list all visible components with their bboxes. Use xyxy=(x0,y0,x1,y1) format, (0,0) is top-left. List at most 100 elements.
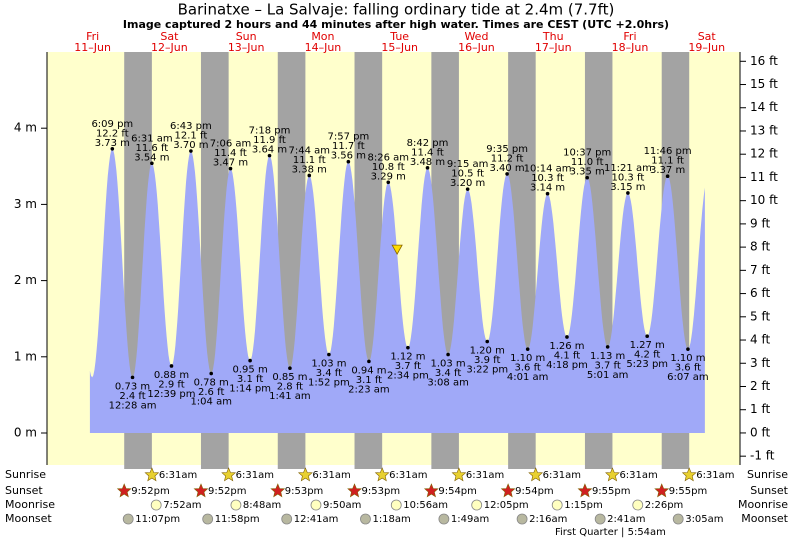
tide-point xyxy=(406,345,410,350)
sunset-icon xyxy=(577,483,593,498)
tide-label: 10.3 ft xyxy=(531,173,564,184)
sunset-time: 9:55pm xyxy=(592,486,631,497)
tide-label: 3:08 am xyxy=(427,378,469,389)
day-date: 14–Jun xyxy=(305,41,342,54)
tide-label: 0.73 m xyxy=(115,381,150,392)
tide-label: 7:18 pm xyxy=(249,126,291,137)
y2-tick-label: 14 ft xyxy=(750,100,778,114)
tide-label: 11.1 ft xyxy=(651,156,684,167)
y-tick-label: 1 m xyxy=(14,349,37,363)
moonset-icon xyxy=(202,513,214,525)
sunset-time: 9:53pm xyxy=(362,486,401,497)
night-band-lower xyxy=(431,465,459,469)
moonset-time: 2:16am xyxy=(529,514,567,525)
tide-point xyxy=(110,146,115,151)
tide-point xyxy=(228,166,233,171)
tide-label: 9:15 am xyxy=(447,159,489,170)
sunrise-icon xyxy=(528,467,544,482)
day-date: 16–Jun xyxy=(458,41,495,54)
tide-label: 4.1 ft xyxy=(554,350,580,361)
moonset-icon xyxy=(516,513,528,525)
sunrise-icon xyxy=(374,467,390,482)
y2-tick-label: 15 ft xyxy=(750,77,778,91)
y2-tick-label: 13 ft xyxy=(750,123,778,137)
night-band-lower xyxy=(277,465,306,469)
tide-point xyxy=(485,339,490,344)
tide-label: 3.35 m xyxy=(570,167,605,178)
y2-tick-label: 7 ft xyxy=(750,263,770,277)
sunset-icon xyxy=(500,483,516,498)
tide-point xyxy=(169,364,174,368)
moonrise-time: 7:52am xyxy=(163,500,201,511)
sunrise-icon xyxy=(221,467,237,482)
row-label: Moonset xyxy=(5,512,52,525)
tide-label: 3.70 m xyxy=(173,140,208,151)
row-label: Sunrise xyxy=(5,468,46,481)
tide-label: 1.03 m xyxy=(311,359,346,370)
tide-label: 5:23 pm xyxy=(626,359,668,370)
tide-label: 11.9 ft xyxy=(253,135,286,146)
tide-label: 11.4 ft xyxy=(214,148,247,159)
tide-label: 3.20 m xyxy=(450,178,485,189)
tide-label: 2.9 ft xyxy=(158,379,184,390)
tide-label: 3:22 pm xyxy=(466,365,508,376)
night-band-lower xyxy=(584,465,613,469)
tide-label: 5:01 am xyxy=(587,370,629,381)
tide-point xyxy=(346,159,351,164)
tide-area xyxy=(89,148,705,433)
moonrise-icon xyxy=(230,499,242,511)
tide-label: 4:01 am xyxy=(507,372,549,383)
tide-label: 11.4 ft xyxy=(411,147,444,158)
sunrise-time: 6:31am xyxy=(312,470,350,481)
day-name: Fri xyxy=(86,30,99,43)
tide-label: 3.64 m xyxy=(252,145,287,156)
tide-label: 3.37 m xyxy=(650,165,685,176)
tide-label: 6:43 pm xyxy=(170,121,212,132)
night-band-lower xyxy=(124,465,152,469)
moon-phase: First Quarter | 5:54am xyxy=(555,527,666,538)
moonrise-time: 12:05pm xyxy=(484,500,529,511)
tide-label: 3.15 m xyxy=(610,182,645,193)
day-date: 12–Jun xyxy=(151,41,188,54)
tide-label: 3.7 ft xyxy=(594,360,620,371)
moonset-time: 1:49am xyxy=(451,514,489,525)
tide-label: 10.8 ft xyxy=(372,162,405,173)
tide-label: 3.7 ft xyxy=(395,361,421,372)
tide-point xyxy=(307,173,312,178)
y2-tick-label: 11 ft xyxy=(750,170,778,184)
moonset-icon xyxy=(594,513,606,525)
tide-point xyxy=(645,334,649,339)
tide-label: 6:09 pm xyxy=(91,119,133,130)
tide-label: 12.1 ft xyxy=(175,131,208,142)
moonset-time: 11:58pm xyxy=(215,514,260,525)
sunrise-icon xyxy=(605,467,620,482)
sunset-icon xyxy=(423,483,439,498)
night-band-lower xyxy=(200,465,229,469)
tide-label: 3.40 m xyxy=(489,163,524,174)
tide-label: 1:14 pm xyxy=(229,384,271,395)
tide-label: 1.20 m xyxy=(470,346,505,357)
moonrise-time: 1:15pm xyxy=(564,500,603,511)
y2-tick-label: 12 ft xyxy=(750,147,778,161)
day-date: 18–Jun xyxy=(612,41,649,54)
moonset-time: 3:05am xyxy=(685,514,723,525)
tide-point xyxy=(505,172,509,176)
tide-label: 2.6 ft xyxy=(198,387,224,398)
tide-label: 2:23 am xyxy=(348,384,390,395)
row-label: Sunset xyxy=(750,484,788,497)
tide-point xyxy=(267,153,272,158)
tide-point xyxy=(150,161,154,166)
tide-label: 12.2 ft xyxy=(96,128,129,139)
tide-label: 2.4 ft xyxy=(119,391,145,402)
tide-point xyxy=(605,345,610,349)
chart-title: Barinatxe – La Salvaje: falling ordinary… xyxy=(178,1,615,19)
tide-point xyxy=(626,191,630,195)
tide-label: 3.56 m xyxy=(331,151,366,162)
tide-label: 1:52 pm xyxy=(308,378,350,389)
moonset-icon xyxy=(122,513,134,525)
y-tick-label: 0 m xyxy=(14,425,37,439)
sunrise-time: 6:31am xyxy=(389,470,427,481)
tide-label: 1.27 m xyxy=(630,340,665,351)
tide-label: 3.1 ft xyxy=(237,374,263,385)
tide-label: 11.1 ft xyxy=(293,155,326,166)
